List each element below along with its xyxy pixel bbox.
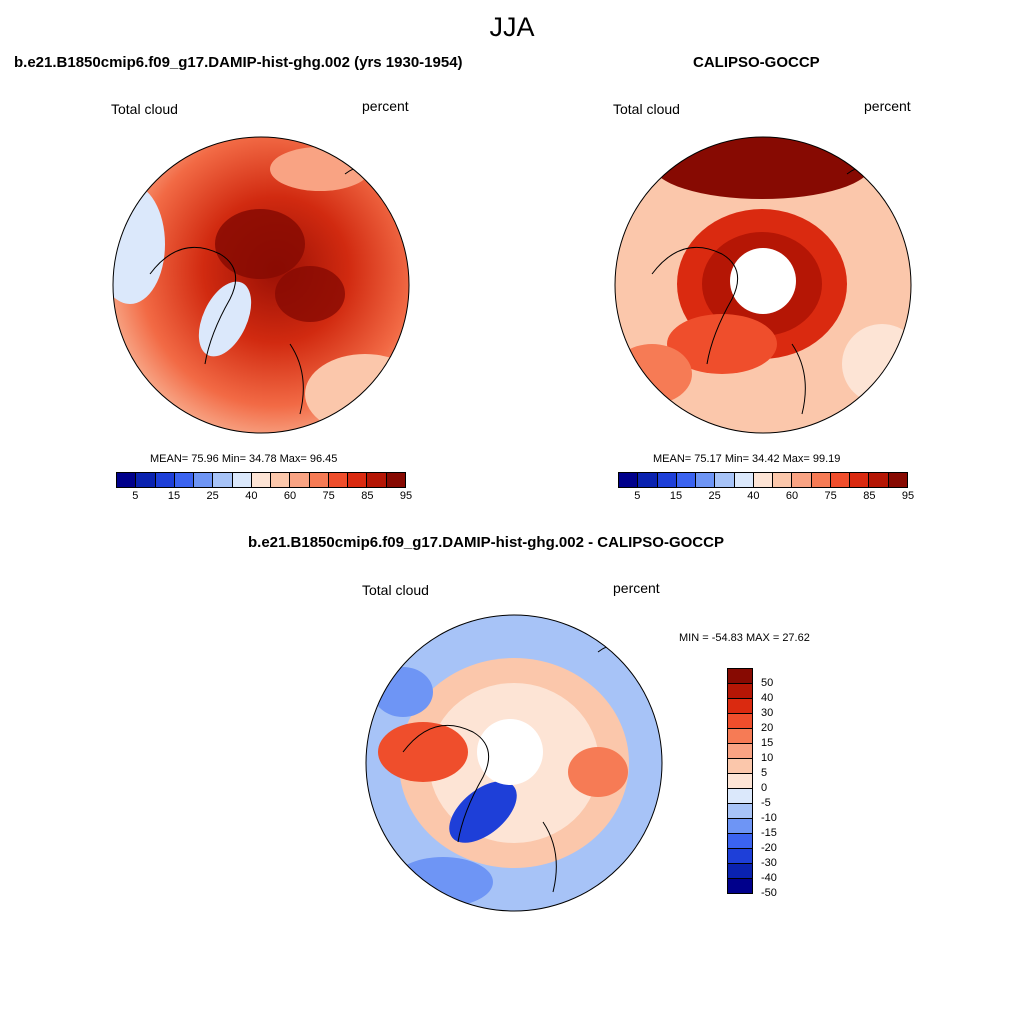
left-colorbar-tick-label: 60 <box>283 490 297 502</box>
diff-panel-units-label: percent <box>613 580 660 596</box>
right-colorbar-swatch <box>850 473 870 487</box>
right-colorbar-swatch <box>753 473 774 487</box>
right-colorbar-tick-label: 40 <box>747 490 760 502</box>
right-colorbar-swatch <box>830 473 851 487</box>
diff-colorbar-tick-label: 15 <box>761 737 774 749</box>
diff-colorbar-tick-label: -15 <box>761 827 777 839</box>
diff-colorbar-tick-label: 20 <box>761 722 774 734</box>
right-colorbar-swatch <box>657 473 677 487</box>
right-colorbar-swatch <box>696 473 716 487</box>
diff-panel-title: b.e21.B1850cmip6.f09_g17.DAMIP-hist-ghg.… <box>248 534 724 551</box>
diff-colorbar-swatch <box>728 759 752 774</box>
diff-colorbar-swatch <box>728 849 752 864</box>
left-panel-map <box>112 136 410 434</box>
diff-colorbar-swatch <box>728 699 752 714</box>
left-colorbar: 5 15 25 40 60 75 85 95 <box>116 472 412 502</box>
right-colorbar: 5 15 25 40 60 75 85 95 <box>618 472 914 502</box>
diff-panel-stats: MIN = -54.83 MAX = 27.62 <box>679 632 810 644</box>
diff-colorbar-swatch <box>728 819 752 834</box>
diff-panel-map <box>365 614 663 912</box>
left-colorbar-swatch <box>213 473 233 487</box>
right-colorbar-tick-label: 60 <box>785 490 799 502</box>
left-panel-title: b.e21.B1850cmip6.f09_g17.DAMIP-hist-ghg.… <box>14 54 463 71</box>
diff-colorbar-tick-label: -10 <box>761 812 777 824</box>
diff-colorbar-tick-label: 40 <box>761 692 774 704</box>
diff-colorbar <box>727 668 753 894</box>
right-colorbar-tick-label: 85 <box>863 490 876 502</box>
left-colorbar-tick-label: 25 <box>206 490 219 502</box>
left-colorbar-swatch <box>136 473 156 487</box>
right-colorbar-swatch <box>888 473 907 487</box>
diff-colorbar-tick-label: 5 <box>761 767 768 779</box>
left-colorbar-swatch <box>328 473 349 487</box>
diff-colorbar-swatch <box>728 789 752 804</box>
diff-colorbar-tick-label: 0 <box>761 782 768 794</box>
left-colorbar-tick-label: 40 <box>245 490 258 502</box>
right-colorbar-tick-label: 5 <box>634 490 641 502</box>
right-colorbar-swatch <box>715 473 735 487</box>
right-colorbar-swatch <box>773 473 793 487</box>
left-colorbar-swatch <box>155 473 175 487</box>
diff-colorbar-tick-label: -50 <box>761 887 777 899</box>
left-colorbar-swatch <box>194 473 214 487</box>
figure-title: JJA <box>489 12 535 42</box>
left-colorbar-swatch <box>309 473 329 487</box>
right-colorbar-tick-label: 75 <box>824 490 837 502</box>
left-colorbar-swatch <box>117 473 137 487</box>
diff-colorbar-tick-label: 10 <box>761 752 774 764</box>
right-panel-map <box>614 136 912 434</box>
diff-colorbar-tick-label: -30 <box>761 857 777 869</box>
diff-panel-variable-label: Total cloud <box>362 582 429 598</box>
diff-colorbar-swatch <box>728 669 752 684</box>
left-colorbar-swatch <box>386 473 405 487</box>
left-colorbar-tick-label: 75 <box>322 490 335 502</box>
diff-colorbar-tick-label: -5 <box>761 797 771 809</box>
left-colorbar-tick-label: 5 <box>132 490 139 502</box>
right-colorbar-swatch <box>638 473 658 487</box>
right-colorbar-swatch <box>792 473 812 487</box>
left-panel-units-label: percent <box>362 98 409 114</box>
left-colorbar-swatch <box>174 473 195 487</box>
diff-colorbar-swatch <box>728 804 752 819</box>
diff-colorbar-ticks: 50 40 30 20 15 10 5 0 -5 -10 -15 -20 -30 -40 -50 <box>761 668 801 913</box>
left-colorbar-swatch <box>348 473 368 487</box>
diff-colorbar-tick-label: -40 <box>761 872 777 884</box>
diff-colorbar-tick-label: 50 <box>761 677 774 689</box>
diff-colorbar-swatch <box>728 729 752 744</box>
diff-colorbar-tick-label: 30 <box>761 707 774 719</box>
right-panel-units-label: percent <box>864 98 911 114</box>
right-colorbar-swatch <box>869 473 889 487</box>
diff-colorbar-swatch <box>728 714 752 729</box>
left-colorbar-swatch <box>367 473 387 487</box>
diff-colorbar-swatch <box>728 684 752 699</box>
right-colorbar-tick-label: 15 <box>669 490 683 502</box>
left-colorbar-tick-label: 15 <box>167 490 181 502</box>
left-colorbar-swatch <box>251 473 272 487</box>
diff-colorbar-swatch <box>728 879 752 893</box>
right-panel-title: CALIPSO-GOCCP <box>693 54 820 71</box>
left-panel-variable-label: Total cloud <box>111 101 178 117</box>
right-colorbar-tick-label: 95 <box>901 490 915 502</box>
left-colorbar-tick-label: 85 <box>361 490 374 502</box>
right-panel-stats: MEAN= 75.17 Min= 34.42 Max= 99.19 <box>653 453 841 465</box>
right-colorbar-swatch <box>811 473 831 487</box>
left-colorbar-tick-label: 95 <box>399 490 413 502</box>
right-colorbar-swatch <box>734 473 754 487</box>
left-colorbar-swatch <box>271 473 291 487</box>
diff-colorbar-swatch <box>728 774 752 789</box>
diff-colorbar-swatch <box>728 834 752 849</box>
left-colorbar-swatch <box>290 473 310 487</box>
right-colorbar-swatch <box>619 473 639 487</box>
diff-colorbar-tick-label: -20 <box>761 842 777 854</box>
left-colorbar-swatch <box>232 473 252 487</box>
right-panel-variable-label: Total cloud <box>613 101 680 117</box>
left-panel-stats: MEAN= 75.96 Min= 34.78 Max= 96.45 <box>150 453 338 465</box>
right-colorbar-tick-label: 25 <box>708 490 721 502</box>
diff-colorbar-swatch <box>728 744 752 759</box>
right-colorbar-swatch <box>676 473 697 487</box>
diff-colorbar-swatch <box>728 864 752 879</box>
